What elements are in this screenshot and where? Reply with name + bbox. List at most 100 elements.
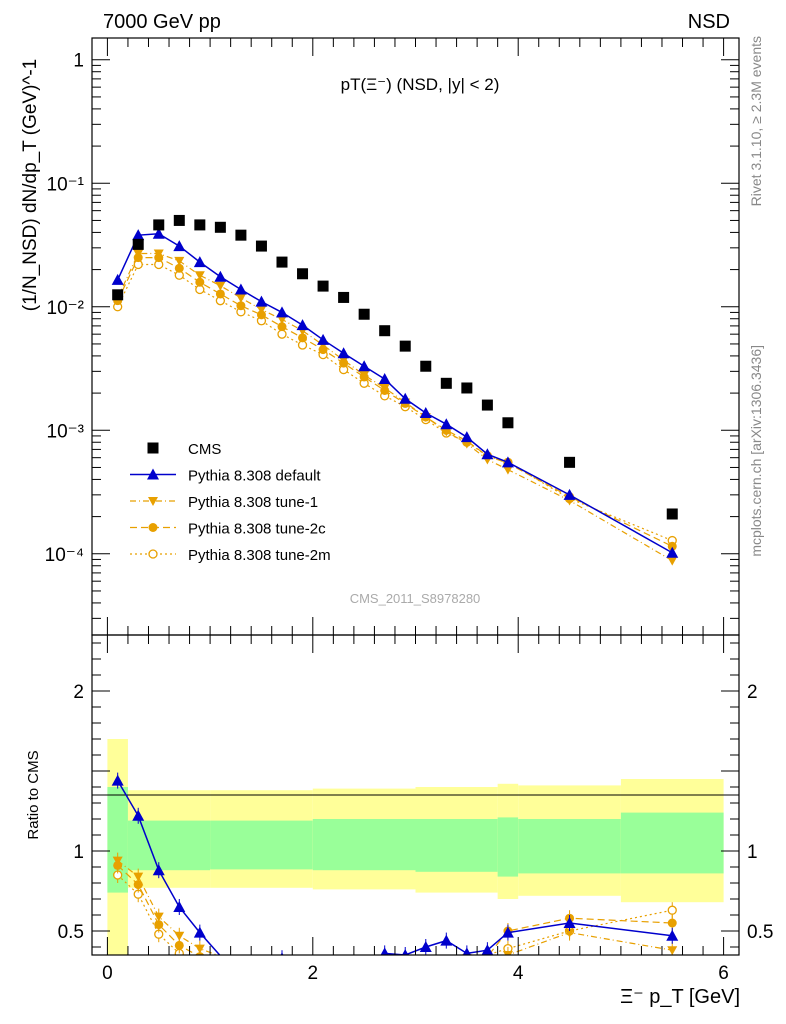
- ratio-point: [667, 918, 677, 928]
- ratio-panel: 0.5 0.5 1 1 2 2 0 2 4 6 Ratio to CMS Ξ⁻ p_T [GeV]: [25, 634, 773, 1008]
- main-frame: [91, 37, 740, 636]
- legend-entry: Pythia 8.308 tune-2m: [130, 547, 331, 564]
- x-tick-label: 0: [102, 963, 113, 984]
- mcplots-label: mcplots.cern.ch [arXiv:1306.3436]: [748, 345, 764, 557]
- data-point: [215, 281, 226, 291]
- data-point: [298, 333, 308, 343]
- data-point: [256, 310, 266, 320]
- ratio-point: [440, 934, 453, 946]
- ratio-series-tune2c: [113, 857, 677, 955]
- ratio-point: [193, 926, 206, 938]
- data-point: [461, 382, 473, 394]
- data-point: [419, 406, 432, 418]
- ratio-bands: [107, 739, 724, 955]
- data-point: [255, 240, 267, 252]
- data-point: [255, 295, 268, 307]
- data-point: [502, 417, 514, 429]
- process-label: NSD: [688, 11, 730, 33]
- data-point: [153, 249, 164, 259]
- ratio-point: [112, 856, 123, 866]
- legend-marker: [147, 468, 159, 480]
- uncertainty-band-inner: [620, 812, 724, 874]
- legend-label: CMS: [188, 441, 221, 458]
- ratio-line: [117, 864, 673, 955]
- x-tick-label: 2: [308, 963, 319, 984]
- series-line: [117, 252, 673, 562]
- data-point: [440, 377, 452, 389]
- data-point: [276, 256, 288, 268]
- analysis-id: CMS_2011_S8978280: [350, 591, 481, 606]
- data-point: [460, 431, 473, 443]
- data-point: [667, 556, 678, 566]
- ratio-y-tick-label-right: 2: [747, 682, 758, 703]
- ratio-axes: 0.5 0.5 1 1 2 2 0 2 4 6: [58, 635, 773, 984]
- data-point: [215, 289, 225, 299]
- legend-entry: Pythia 8.308 default: [130, 468, 321, 485]
- legend-entry: Pythia 8.308 tune-1: [130, 494, 318, 511]
- data-point: [317, 333, 330, 345]
- data-point: [275, 306, 288, 318]
- data-point: [502, 465, 513, 475]
- ratio-point: [667, 946, 678, 955]
- ratio-point: [174, 940, 184, 950]
- ratio-point: [481, 944, 494, 955]
- data-point: [173, 214, 185, 226]
- data-point: [481, 448, 494, 460]
- ratio-point: [502, 951, 513, 955]
- y-tick-label: 1: [73, 51, 84, 72]
- ratio-point: [174, 931, 185, 941]
- ratio-point: [462, 947, 471, 955]
- ratio-line: [117, 874, 673, 955]
- ratio-point: [111, 774, 124, 786]
- data-point: [111, 273, 124, 285]
- data-point: [152, 227, 165, 239]
- data-point: [112, 289, 124, 301]
- uncertainty-band-inner: [127, 820, 211, 871]
- ratio-point: [667, 905, 677, 915]
- data-point: [277, 329, 287, 339]
- data-point: [276, 315, 287, 325]
- data-point: [359, 371, 370, 381]
- legend-marker: [148, 497, 158, 506]
- data-point: [420, 360, 432, 372]
- ratio-y-tick-label: 2: [73, 682, 84, 703]
- data-point: [379, 383, 390, 393]
- series-line: [117, 257, 673, 547]
- ratio-ylabel: Ratio to CMS: [25, 750, 42, 839]
- data-point: [173, 240, 186, 252]
- data-point: [563, 488, 576, 500]
- legend: CMS Pythia 8.308 default Pythia 8.308 tune…: [130, 441, 331, 564]
- data-point: [317, 280, 329, 292]
- ratio-point: [666, 929, 679, 941]
- data-point: [481, 399, 493, 411]
- uncertainty-band-inner: [107, 787, 128, 893]
- x-tick-label: 4: [513, 963, 524, 984]
- legend-marker: [148, 523, 158, 532]
- ratio-series-group: [111, 772, 679, 955]
- x-tick-label: 6: [718, 963, 729, 984]
- data-point: [338, 291, 350, 303]
- data-point: [174, 263, 184, 273]
- data-point: [174, 256, 185, 266]
- legend-label: Pythia 8.308 default: [188, 468, 321, 485]
- ratio-point: [501, 926, 514, 938]
- data-point: [297, 268, 309, 280]
- data-point: [666, 546, 679, 558]
- data-point: [235, 293, 246, 303]
- series-tune1: [112, 249, 678, 566]
- data-point: [234, 283, 247, 295]
- data-point: [277, 322, 287, 332]
- series-default: [111, 227, 679, 558]
- legend-label: Pythia 8.308 tune-1: [188, 494, 318, 511]
- uncertainty-band-inner: [497, 817, 519, 877]
- ratio-y-tick-label-right: 0.5: [747, 922, 773, 943]
- data-point: [337, 347, 350, 359]
- data-point: [193, 256, 206, 268]
- y-tick-label: 10⁻²: [47, 298, 85, 319]
- data-point: [338, 356, 349, 366]
- series-data: [112, 214, 678, 520]
- series-line: [116, 233, 673, 554]
- data-point: [214, 221, 226, 233]
- data-point: [153, 219, 165, 231]
- data-point: [256, 305, 267, 315]
